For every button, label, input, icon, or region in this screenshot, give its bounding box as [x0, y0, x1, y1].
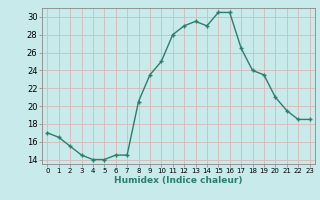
X-axis label: Humidex (Indice chaleur): Humidex (Indice chaleur) [114, 176, 243, 185]
